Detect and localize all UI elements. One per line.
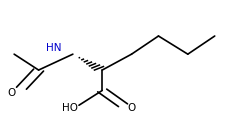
Text: O: O <box>127 102 136 112</box>
Text: HN: HN <box>46 42 61 52</box>
Text: HO: HO <box>62 102 78 112</box>
Text: O: O <box>8 87 16 97</box>
